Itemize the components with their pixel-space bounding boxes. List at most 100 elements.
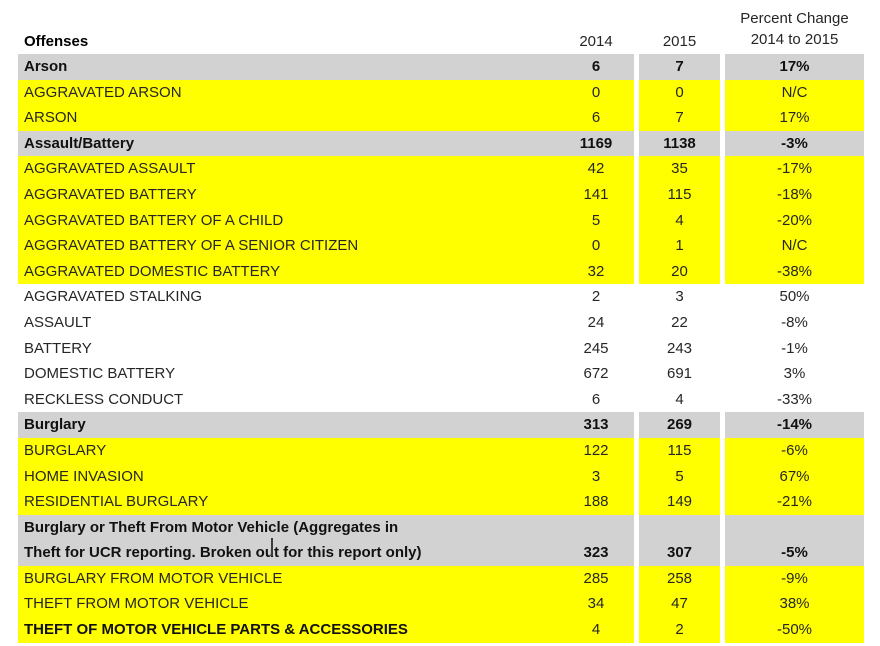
table-row: AGGRAVATED ASSAULT 42 35 -17% <box>18 156 864 182</box>
percent-cell: N/C <box>720 79 864 106</box>
value-2015-cell: 149 <box>634 489 720 515</box>
value-2015-cell: 22 <box>634 309 720 336</box>
offense-cell: RESIDENTIAL BURGLARY <box>18 489 558 515</box>
value-2015-cell: 4 <box>634 207 720 234</box>
percent-cell: -17% <box>720 156 864 182</box>
offense-cell: BURGLARY FROM MOTOR VEHICLE <box>18 565 558 592</box>
percent-cell: -18% <box>720 181 864 208</box>
value-2014-cell: 1169 <box>558 130 634 157</box>
value-2015-cell: 115 <box>634 181 720 208</box>
table-row: AGGRAVATED BATTERY OF A SENIOR CITIZEN 0 1… <box>18 233 864 259</box>
table-row: BURGLARY 122 115 -6% <box>18 437 864 464</box>
value-2014-cell: 245 <box>558 335 634 362</box>
percent-change-line2: 2014 to 2015 <box>750 31 839 48</box>
offense-cell: AGGRAVATED BATTERY OF A SENIOR CITIZEN <box>18 233 558 259</box>
value-2015-cell: 1 <box>634 233 720 259</box>
offense-label-line2: Theft for UCR reporting. Broken out for … <box>24 544 422 562</box>
value-2014-cell: 2 <box>558 284 634 310</box>
percent-cell: -21% <box>720 489 864 515</box>
offense-cell: AGGRAVATED STALKING <box>18 284 558 310</box>
offense-cell: Burglary <box>18 412 558 438</box>
value-2015-cell: 1138 <box>634 130 720 157</box>
column-header-2014: 2014 <box>558 2 634 54</box>
offense-cell: Arson <box>18 54 558 80</box>
value-2015-cell: 4 <box>634 386 720 413</box>
value-2014-cell: 6 <box>558 386 634 413</box>
value-2014-cell: 34 <box>558 591 634 618</box>
value-2015-cell: 307 <box>634 514 720 566</box>
value-2014-cell: 313 <box>558 412 634 438</box>
value-2014-cell: 5 <box>558 207 634 234</box>
percent-cell: -8% <box>720 309 864 336</box>
percent-cell: -38% <box>720 258 864 285</box>
percent-cell: 3% <box>720 361 864 387</box>
table-body: Arson 6 7 17% AGGRAVATED ARSON 0 0 N/C ARSON 6 7 17… <box>18 54 864 643</box>
value-2014-cell: 285 <box>558 565 634 592</box>
value-2014-cell: 3 <box>558 463 634 490</box>
value-2015-cell: 7 <box>634 105 720 131</box>
value-2014-cell: 188 <box>558 489 634 515</box>
value-2014-cell: 4 <box>558 617 634 643</box>
table-row: Arson 6 7 17% <box>18 54 864 80</box>
value-2014-cell: 323 <box>558 514 634 566</box>
table-row: AGGRAVATED BATTERY OF A CHILD 5 4 -20% <box>18 207 864 234</box>
table-header: Offenses 2014 2015 Percent Change 2014 t… <box>18 2 864 54</box>
offense-cell: DOMESTIC BATTERY <box>18 361 558 387</box>
table-row: Assault/Battery 1169 1138 -3% <box>18 130 864 157</box>
percent-cell: N/C <box>720 233 864 259</box>
offense-cell: RECKLESS CONDUCT <box>18 386 558 413</box>
table-row: Burglary 313 269 -14% <box>18 412 864 438</box>
value-2014-cell: 6 <box>558 54 634 80</box>
value-2014-cell: 24 <box>558 309 634 336</box>
percent-cell: -50% <box>720 617 864 643</box>
value-2015-cell: 269 <box>634 412 720 438</box>
value-2014-cell: 141 <box>558 181 634 208</box>
percent-cell: 17% <box>720 105 864 131</box>
value-2015-cell: 243 <box>634 335 720 362</box>
offense-cell: HOME INVASION <box>18 463 558 490</box>
value-2015-cell: 20 <box>634 258 720 285</box>
value-2015-cell: 0 <box>634 79 720 106</box>
value-2015-cell: 258 <box>634 565 720 592</box>
percent-cell: -9% <box>720 565 864 592</box>
header-row: Offenses 2014 2015 Percent Change 2014 t… <box>18 2 864 54</box>
percent-cell: -5% <box>720 514 864 566</box>
offense-cell: AGGRAVATED BATTERY OF A CHILD <box>18 207 558 234</box>
offense-label-line1: Burglary or Theft From Motor Vehicle (Ag… <box>24 518 399 536</box>
table-row: RESIDENTIAL BURGLARY 188 149 -21% <box>18 489 864 515</box>
table-row: THEFT OF MOTOR VEHICLE PARTS & ACCESSORI… <box>18 617 864 643</box>
value-2014-cell: 122 <box>558 437 634 464</box>
percent-cell: 50% <box>720 284 864 310</box>
value-2015-cell: 47 <box>634 591 720 618</box>
table-row: AGGRAVATED ARSON 0 0 N/C <box>18 79 864 106</box>
offense-cell: Burglary or Theft From Motor Vehicle (Ag… <box>18 514 558 566</box>
table-row: THEFT FROM MOTOR VEHICLE 34 47 38% <box>18 591 864 618</box>
table-row: RECKLESS CONDUCT 6 4 -33% <box>18 386 864 413</box>
text-cursor <box>271 538 273 556</box>
value-2014-cell: 672 <box>558 361 634 387</box>
table-row: ASSAULT 24 22 -8% <box>18 309 864 336</box>
value-2015-cell: 691 <box>634 361 720 387</box>
value-2014-cell: 0 <box>558 233 634 259</box>
column-header-2015: 2015 <box>634 2 720 54</box>
table-row: DOMESTIC BATTERY 672 691 3% <box>18 361 864 387</box>
offense-cell: AGGRAVATED BATTERY <box>18 181 558 208</box>
offense-cell: THEFT OF MOTOR VEHICLE PARTS & ACCESSORI… <box>18 617 558 643</box>
value-2014-cell: 42 <box>558 156 634 182</box>
offense-cell: ASSAULT <box>18 309 558 336</box>
value-2015-cell: 35 <box>634 156 720 182</box>
table-row: Burglary or Theft From Motor Vehicle (Ag… <box>18 514 864 566</box>
offense-cell: Assault/Battery <box>18 130 558 157</box>
percent-cell: 17% <box>720 54 864 80</box>
offense-cell: AGGRAVATED ARSON <box>18 79 558 106</box>
value-2014-cell: 32 <box>558 258 634 285</box>
percent-cell: -1% <box>720 335 864 362</box>
table-row: ARSON 6 7 17% <box>18 105 864 131</box>
column-header-offenses: Offenses <box>18 2 558 54</box>
offense-cell: ARSON <box>18 105 558 131</box>
value-2015-cell: 2 <box>634 617 720 643</box>
offense-table: Offenses 2014 2015 Percent Change 2014 t… <box>18 2 864 643</box>
value-2015-cell: 5 <box>634 463 720 490</box>
table-row: AGGRAVATED STALKING 2 3 50% <box>18 284 864 310</box>
